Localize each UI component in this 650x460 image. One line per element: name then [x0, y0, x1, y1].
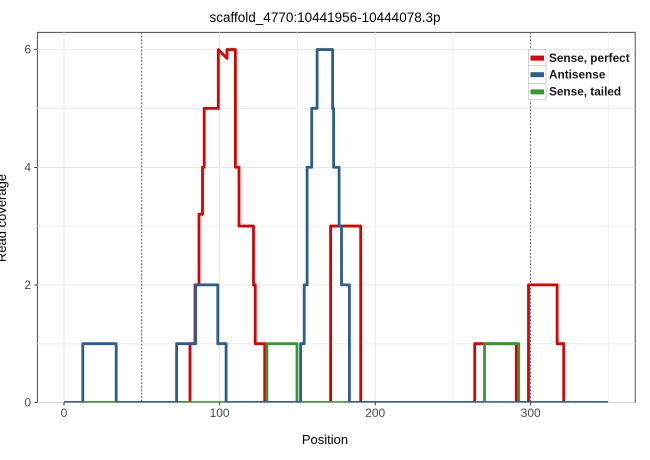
svg-text:2: 2 [24, 278, 31, 292]
svg-text:4: 4 [24, 161, 31, 175]
svg-text:200: 200 [365, 406, 385, 420]
svg-text:300: 300 [521, 406, 541, 420]
svg-text:Antisense: Antisense [549, 68, 606, 82]
svg-text:Sense, tailed: Sense, tailed [549, 85, 621, 99]
svg-text:0: 0 [61, 406, 68, 420]
svg-text:Sense, perfect: Sense, perfect [549, 51, 630, 65]
svg-text:100: 100 [210, 406, 230, 420]
svg-text:0: 0 [24, 395, 31, 409]
svg-text:6: 6 [24, 42, 31, 56]
